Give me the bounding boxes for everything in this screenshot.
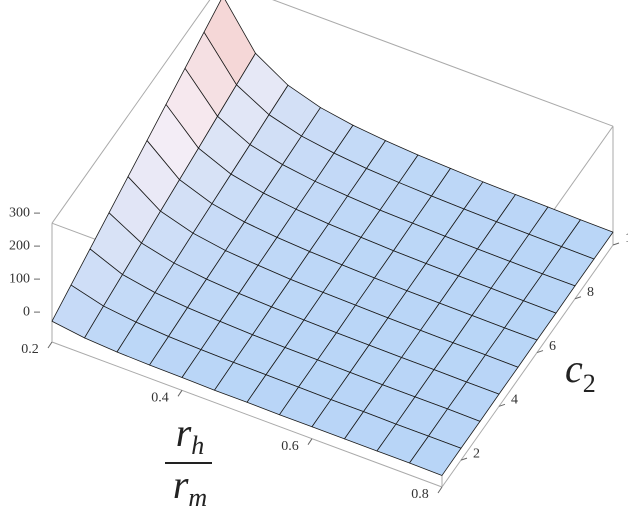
- y-tick: [612, 242, 620, 246]
- ticks: 0.20.40.60.82468100100200300: [9, 205, 628, 502]
- box-edge: [272, 0, 614, 127]
- y-tick: [498, 403, 506, 407]
- y-tick-label: 10: [625, 231, 628, 246]
- x-tick-label: 0.8: [411, 487, 429, 502]
- x-tick: [437, 486, 443, 494]
- x-tick: [47, 341, 53, 349]
- z-tick-label: 100: [9, 271, 30, 286]
- z-tick-label: 200: [9, 238, 30, 253]
- x-tick: [307, 438, 313, 445]
- box-edge: [441, 244, 614, 488]
- box-edge: [51, 341, 443, 488]
- z-tick-label: 300: [9, 205, 30, 220]
- surface-cell: [409, 435, 462, 476]
- z-tick-label: 0: [23, 304, 30, 319]
- x-tick: [177, 390, 183, 397]
- x-label-numerator: rh: [176, 410, 205, 460]
- x-label-denominator: rm: [173, 462, 207, 512]
- box-edge: [51, 0, 211, 224]
- y-label: c2: [565, 346, 596, 398]
- x-tick-label: 0.2: [21, 342, 39, 357]
- y-tick-label: 4: [511, 393, 518, 408]
- x-tick-label: 0.6: [281, 439, 299, 454]
- y-tick: [460, 457, 468, 461]
- surface: [51, 0, 614, 476]
- y-tick-label: 8: [587, 285, 594, 300]
- x-tick-label: 0.4: [151, 391, 169, 406]
- y-tick-label: 2: [473, 446, 480, 461]
- y-tick-label: 6: [549, 339, 556, 354]
- y-tick: [536, 350, 544, 354]
- y-tick: [574, 296, 582, 300]
